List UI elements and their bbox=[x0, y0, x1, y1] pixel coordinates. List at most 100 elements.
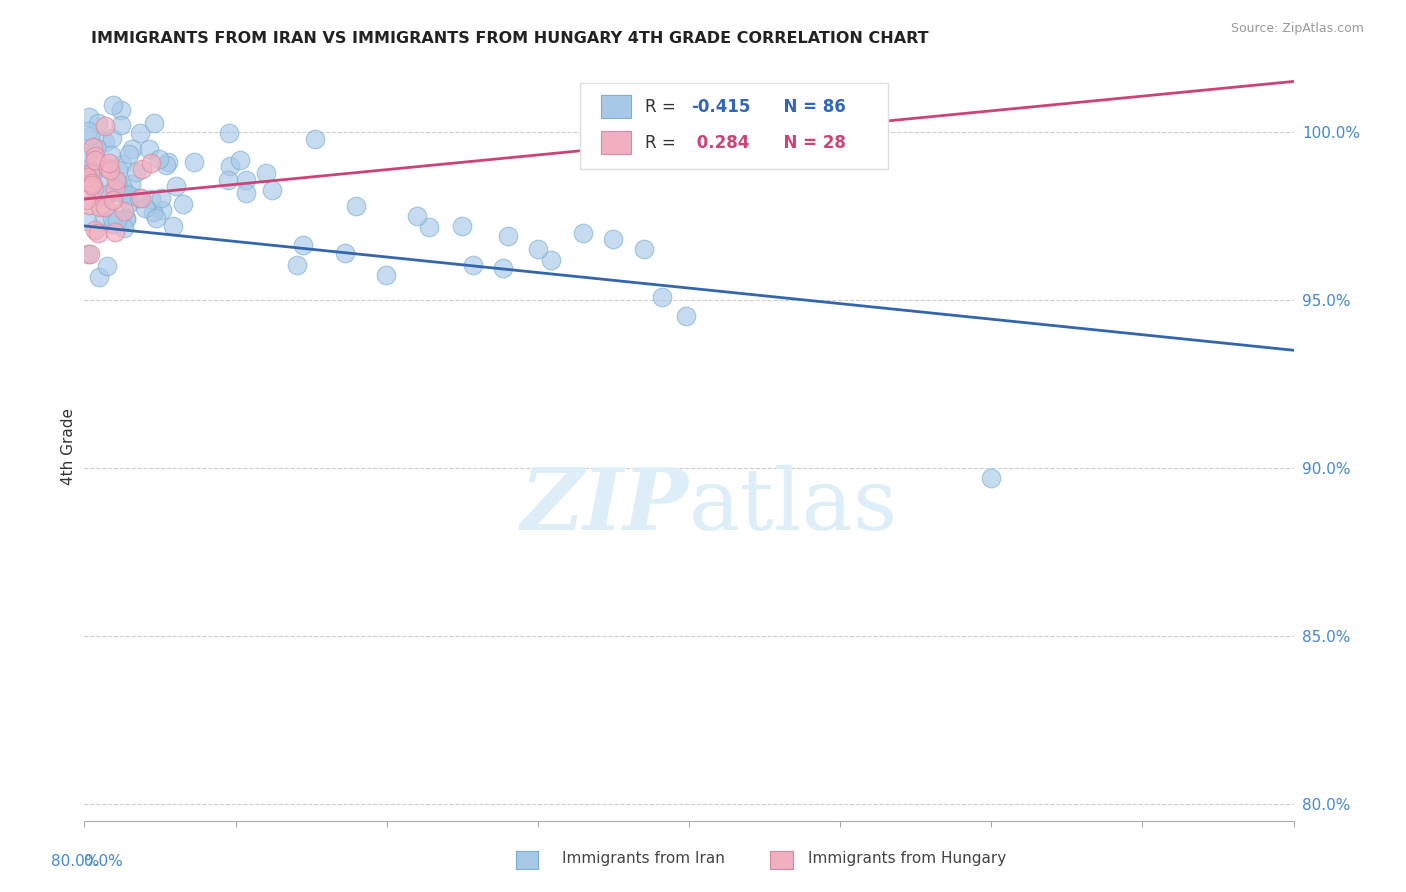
Point bbox=[76, 169, 98, 184]
Point bbox=[75, 193, 97, 207]
Point bbox=[77, 169, 100, 184]
Point bbox=[89, 201, 111, 215]
Point bbox=[96, 259, 118, 273]
Point bbox=[101, 98, 124, 112]
Point bbox=[94, 200, 117, 214]
Point bbox=[76, 124, 98, 138]
Point bbox=[87, 116, 110, 130]
Point bbox=[496, 229, 519, 244]
Point bbox=[131, 162, 153, 177]
Text: atlas: atlas bbox=[689, 465, 898, 548]
Point bbox=[134, 201, 156, 215]
Point bbox=[229, 153, 252, 168]
Point bbox=[235, 173, 257, 187]
Point bbox=[374, 268, 396, 282]
Point bbox=[77, 161, 100, 175]
Point bbox=[162, 219, 184, 233]
FancyBboxPatch shape bbox=[600, 131, 631, 153]
Point bbox=[292, 238, 315, 252]
Point bbox=[145, 211, 167, 225]
Point bbox=[406, 209, 429, 223]
Point bbox=[94, 135, 117, 149]
Point bbox=[104, 225, 127, 239]
Point bbox=[83, 223, 105, 237]
Point bbox=[112, 203, 135, 218]
Point bbox=[141, 193, 163, 207]
Point bbox=[148, 153, 170, 167]
Point bbox=[101, 193, 124, 207]
Point bbox=[87, 226, 110, 240]
Point bbox=[111, 157, 134, 171]
Point bbox=[129, 191, 152, 205]
Point bbox=[77, 197, 100, 211]
Point bbox=[91, 214, 114, 228]
Point bbox=[142, 205, 165, 219]
Text: N = 86: N = 86 bbox=[772, 97, 846, 116]
Text: R =: R = bbox=[645, 134, 682, 152]
Point bbox=[217, 173, 239, 187]
Point bbox=[82, 164, 104, 178]
Point bbox=[112, 221, 135, 235]
Text: N = 28: N = 28 bbox=[772, 134, 846, 152]
Point bbox=[675, 310, 697, 324]
Point bbox=[89, 177, 111, 191]
Point bbox=[128, 191, 150, 205]
Point bbox=[138, 142, 160, 156]
Text: Immigrants from Iran: Immigrants from Iran bbox=[562, 851, 725, 865]
Point bbox=[118, 187, 141, 202]
Point bbox=[115, 211, 138, 226]
Point bbox=[76, 149, 98, 163]
Point bbox=[94, 120, 117, 134]
Point bbox=[93, 189, 115, 203]
Point bbox=[100, 148, 122, 162]
Point bbox=[254, 166, 277, 180]
Point bbox=[101, 211, 124, 225]
Point bbox=[107, 162, 129, 177]
Point bbox=[142, 116, 165, 130]
Text: 0.0%: 0.0% bbox=[84, 855, 124, 870]
Point bbox=[172, 196, 194, 211]
Point bbox=[155, 158, 177, 172]
Point bbox=[96, 187, 118, 202]
Point bbox=[80, 178, 103, 192]
Point bbox=[103, 217, 125, 231]
Point bbox=[108, 180, 131, 194]
FancyBboxPatch shape bbox=[581, 83, 889, 169]
Point bbox=[492, 260, 515, 275]
Point bbox=[540, 252, 562, 267]
Point bbox=[79, 128, 101, 143]
Point bbox=[86, 141, 108, 155]
Text: -0.415: -0.415 bbox=[692, 97, 751, 116]
Point bbox=[125, 165, 148, 179]
Point bbox=[118, 146, 141, 161]
Point bbox=[114, 186, 136, 201]
Point bbox=[139, 156, 162, 170]
Point bbox=[463, 258, 485, 272]
Point bbox=[128, 126, 150, 140]
Text: Immigrants from Hungary: Immigrants from Hungary bbox=[808, 851, 1007, 865]
Point bbox=[77, 246, 100, 260]
Point bbox=[183, 155, 205, 169]
Point bbox=[527, 243, 550, 257]
Point bbox=[79, 166, 101, 180]
Point bbox=[84, 149, 107, 163]
Point bbox=[633, 243, 655, 257]
Point bbox=[104, 173, 127, 187]
Point bbox=[76, 214, 98, 228]
Point bbox=[97, 156, 120, 170]
Point bbox=[218, 159, 240, 173]
Point bbox=[79, 247, 101, 261]
Point bbox=[418, 220, 440, 235]
Point bbox=[87, 269, 110, 284]
Point bbox=[77, 110, 100, 124]
Point bbox=[110, 103, 132, 117]
Point bbox=[84, 153, 107, 167]
Y-axis label: 4th Grade: 4th Grade bbox=[60, 408, 76, 484]
Point bbox=[101, 131, 124, 145]
Point bbox=[107, 186, 129, 200]
Point bbox=[80, 176, 103, 190]
Point bbox=[105, 213, 128, 227]
Point bbox=[110, 179, 132, 194]
Point bbox=[105, 175, 128, 189]
Point bbox=[98, 162, 121, 177]
